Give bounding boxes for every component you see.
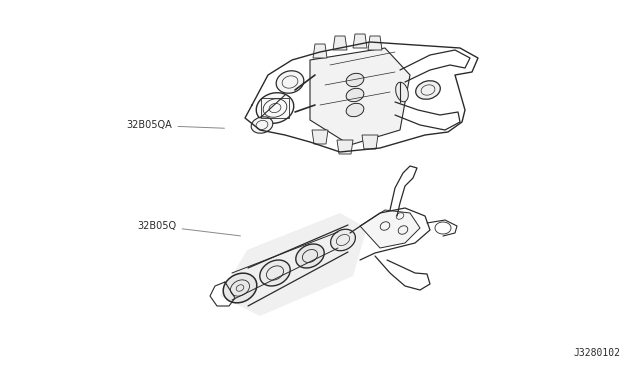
Ellipse shape [346,103,364,117]
Ellipse shape [223,273,257,303]
Ellipse shape [276,71,304,93]
Polygon shape [360,210,420,248]
Polygon shape [333,36,347,50]
Ellipse shape [346,88,364,102]
Ellipse shape [251,117,273,133]
Ellipse shape [331,229,355,251]
Polygon shape [368,36,382,50]
Ellipse shape [416,81,440,99]
Polygon shape [313,44,327,58]
Ellipse shape [396,82,408,102]
Ellipse shape [346,73,364,87]
Polygon shape [312,130,328,144]
Ellipse shape [256,93,294,123]
Polygon shape [220,213,367,316]
Text: 32B05Q: 32B05Q [138,221,241,236]
Ellipse shape [260,260,290,286]
Polygon shape [337,140,353,154]
Ellipse shape [296,244,324,268]
Polygon shape [310,48,410,145]
Polygon shape [362,135,378,149]
Text: J3280102: J3280102 [573,348,620,358]
Polygon shape [250,50,440,150]
Polygon shape [353,34,367,48]
Text: 32B05QA: 32B05QA [127,120,225,130]
